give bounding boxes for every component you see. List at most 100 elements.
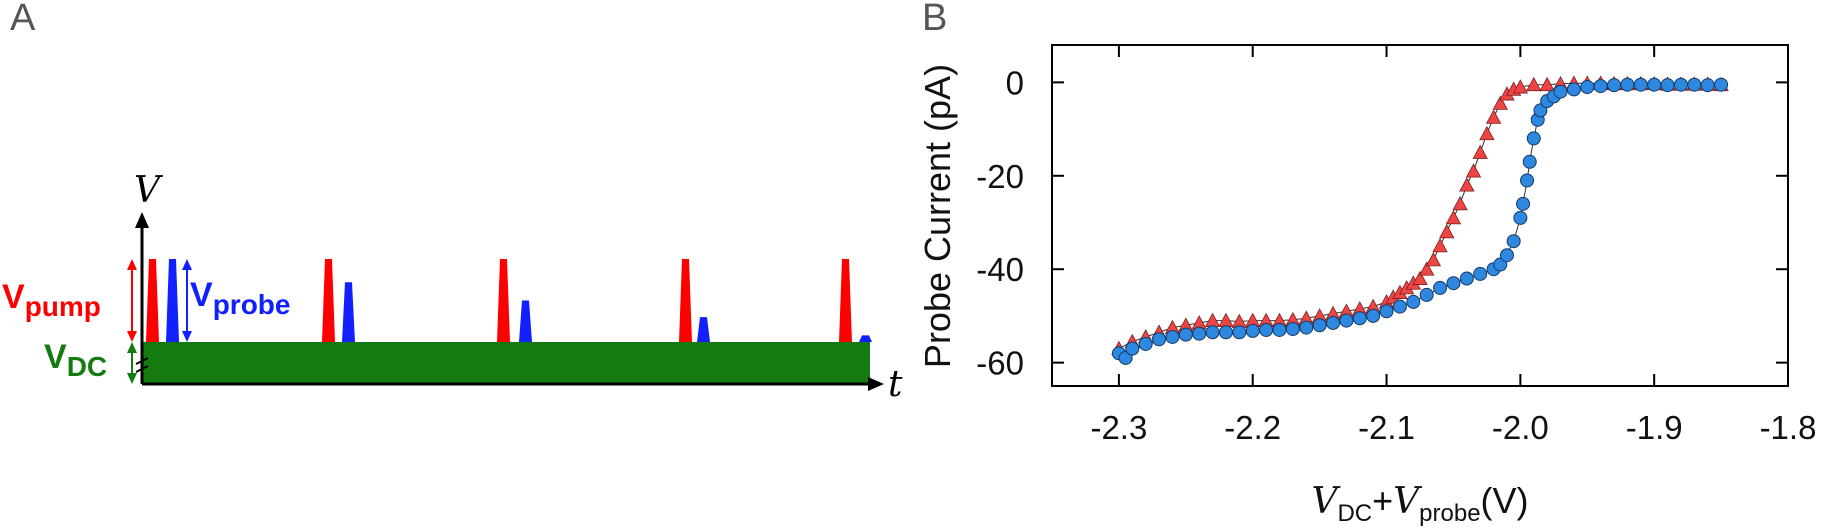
x-tick-label: -1.8: [1760, 409, 1817, 446]
probe-pulse: [519, 300, 532, 342]
dc-label: VDC: [44, 338, 107, 382]
data-point-circle: [1259, 322, 1274, 337]
data-point-circle: [1459, 271, 1474, 286]
data-point-circle: [1506, 234, 1521, 249]
y-axis-ticks: 0 -20 -40 -60: [976, 64, 1788, 382]
axis-break-mark: [135, 357, 149, 373]
pump-pulses: [146, 259, 852, 342]
v-axis-arrowhead: [135, 212, 149, 228]
pump-pulse: [679, 259, 692, 342]
pump-pulse: [497, 259, 510, 342]
data-point-circle: [1285, 322, 1300, 337]
probe-label: Vprobe: [190, 276, 290, 320]
pump-pulse: [322, 259, 335, 342]
data-point-circle: [1520, 173, 1535, 188]
data-point-triangle: [1425, 252, 1442, 267]
pump-pulse: [146, 259, 159, 342]
data-point-circle: [1513, 210, 1528, 225]
series-line: [1118, 84, 1722, 359]
dc-amplitude-arrow: [127, 342, 137, 384]
data-point-circle: [1205, 325, 1220, 340]
data-point-triangle: [1459, 177, 1475, 192]
data-point-triangle: [1472, 144, 1488, 159]
data-point-circle: [1138, 336, 1153, 351]
data-point-triangle: [1479, 125, 1495, 141]
data-point-circle: [1446, 276, 1461, 291]
data-point-triangle: [1412, 270, 1428, 285]
data-point-circle: [1526, 131, 1541, 146]
data-point-triangle: [1432, 238, 1448, 253]
pump-amplitude-arrow: [127, 259, 137, 342]
x-tick-label: -2.1: [1358, 409, 1415, 446]
data-point-triangle: [1539, 76, 1555, 92]
probe-pulse: [859, 335, 872, 342]
data-point-circle: [1218, 325, 1233, 340]
probe-amplitude-arrow: [182, 259, 192, 342]
data-point-triangle: [1419, 261, 1435, 276]
data-point-circle: [1580, 80, 1595, 95]
data-series: [1111, 75, 1729, 365]
v-axis-label: V: [134, 170, 164, 211]
data-point-circle: [1339, 313, 1354, 328]
data-point-circle: [1687, 77, 1702, 92]
data-point-circle: [1620, 77, 1635, 92]
y-tick-label: -40: [976, 251, 1024, 288]
pump-label: Vpump: [2, 278, 101, 322]
t-axis-arrowhead: [868, 377, 884, 391]
data-point-triangle: [1445, 209, 1462, 225]
y-axis-title: Probe Current (pA): [917, 64, 958, 368]
series-circles: [1111, 77, 1729, 365]
data-point-triangle: [1512, 79, 1529, 94]
series-triangles: [1111, 75, 1729, 356]
x-tick-label: -1.9: [1626, 409, 1683, 446]
data-point-circle: [1245, 323, 1260, 338]
data-point-circle: [1593, 79, 1608, 94]
y-tick-label: 0: [1006, 64, 1024, 101]
probe-pulses: [166, 259, 872, 342]
panel-b-label: B: [922, 0, 947, 39]
plot-frame: [1051, 44, 1789, 387]
data-point-circle: [1516, 196, 1531, 211]
panel-b: B -2.3 -2.2 -2.1 -2.0 -1.9 -1.8 0 -20 -40 -60 Pr…: [917, 0, 1816, 527]
data-point-circle: [1660, 78, 1675, 93]
data-point-circle: [1352, 311, 1367, 326]
data-point-triangle: [1465, 163, 1482, 178]
x-tick-label: -2.3: [1090, 409, 1147, 446]
data-point-triangle: [1452, 195, 1468, 211]
data-point-circle: [1566, 82, 1581, 97]
y-tick-label: -20: [976, 158, 1024, 195]
data-point-circle: [1326, 315, 1341, 330]
panel-a: A V t: [2, 0, 903, 405]
data-point-circle: [1232, 325, 1247, 340]
data-point-circle: [1312, 318, 1327, 333]
probe-pulse: [697, 317, 710, 342]
data-point-circle: [1152, 332, 1167, 347]
probe-pulse: [342, 282, 355, 342]
data-point-circle: [1192, 326, 1207, 341]
data-point-circle: [1299, 320, 1314, 335]
probe-pulse: [166, 259, 179, 342]
data-point-circle: [1553, 84, 1568, 99]
x-axis-ticks: -2.3 -2.2 -2.1 -2.0 -1.9 -1.8: [1090, 45, 1816, 446]
data-point-circle: [1473, 266, 1488, 281]
data-point-circle: [1633, 77, 1648, 92]
data-point-circle: [1165, 329, 1180, 344]
data-point-circle: [1406, 294, 1421, 309]
x-tick-label: -2.2: [1224, 409, 1281, 446]
data-point-circle: [1178, 327, 1193, 342]
t-axis-label: t: [888, 364, 903, 405]
data-point-circle: [1433, 280, 1448, 295]
data-point-circle: [1379, 304, 1394, 319]
data-point-triangle: [1485, 109, 1502, 124]
data-point-circle: [1714, 77, 1729, 92]
y-tick-label: -60: [976, 345, 1024, 382]
data-point-triangle: [1492, 95, 1508, 110]
pump-pulse: [839, 259, 852, 342]
series-line: [1118, 82, 1722, 350]
data-point-circle: [1647, 77, 1662, 92]
panel-a-label: A: [10, 0, 36, 39]
data-point-circle: [1499, 248, 1514, 263]
data-point-circle: [1366, 308, 1381, 323]
data-point-circle: [1419, 287, 1434, 302]
